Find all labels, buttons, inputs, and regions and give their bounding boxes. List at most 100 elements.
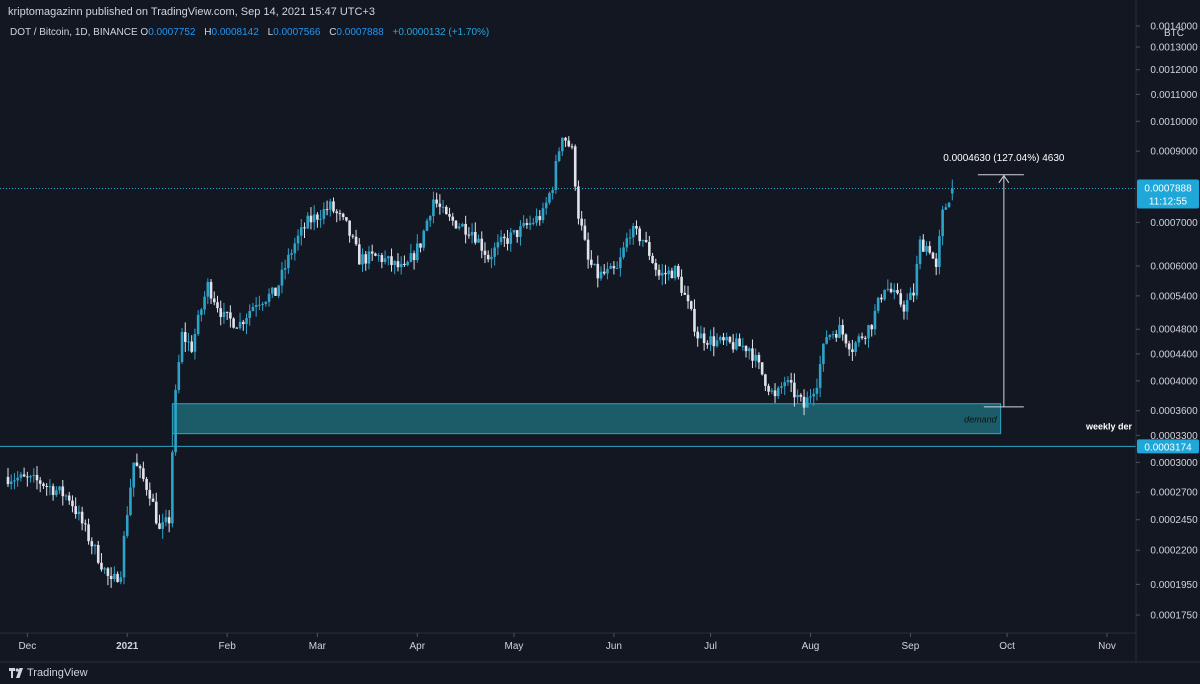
candle bbox=[467, 227, 471, 239]
candle-body-down bbox=[902, 304, 906, 312]
candle-body-down bbox=[219, 308, 223, 318]
time-tick-label: Jun bbox=[606, 641, 622, 652]
candle bbox=[225, 311, 229, 321]
candle-body-down bbox=[403, 263, 406, 266]
candle-body-up bbox=[831, 334, 835, 336]
candle-body-down bbox=[42, 483, 45, 486]
candle-body-down bbox=[931, 252, 935, 259]
candle-body-up bbox=[557, 151, 561, 161]
candle bbox=[461, 222, 464, 227]
current-price-text: 0.0007888 bbox=[1144, 184, 1192, 195]
candle bbox=[519, 220, 522, 246]
candle-body-down bbox=[335, 211, 339, 214]
candle-body-up bbox=[409, 253, 413, 262]
candle-body-up bbox=[699, 333, 703, 339]
candle-body-up bbox=[493, 247, 496, 257]
candle bbox=[306, 212, 310, 230]
candle-body-down bbox=[834, 334, 838, 338]
candle bbox=[412, 250, 416, 270]
candle bbox=[203, 291, 206, 315]
tradingview-brand[interactable]: TradingView bbox=[27, 667, 88, 679]
time-axis[interactable]: Dec 2021 Feb Mar Apr May Jun Jul Aug Sep Oct Nov bbox=[0, 632, 1200, 663]
candle bbox=[19, 472, 23, 482]
candle-body-up bbox=[248, 310, 252, 318]
candle bbox=[841, 319, 845, 341]
candle bbox=[644, 231, 648, 243]
candle bbox=[880, 294, 883, 303]
candle-body-up bbox=[528, 222, 532, 225]
candle-body-down bbox=[274, 287, 277, 296]
support-price-text: 0.0003174 bbox=[1144, 442, 1192, 453]
candle-body-down bbox=[90, 541, 94, 547]
candle bbox=[889, 282, 893, 294]
candle-body-up bbox=[58, 486, 61, 491]
candle bbox=[416, 234, 419, 263]
candle-body-up bbox=[615, 268, 619, 270]
candle bbox=[45, 483, 48, 496]
price-tick-label: 0.0003300 bbox=[1150, 431, 1198, 442]
candle bbox=[441, 199, 445, 213]
candle-body-up bbox=[277, 285, 281, 296]
price-tick-label: 0.0001750 bbox=[1150, 611, 1198, 622]
candle-body-up bbox=[119, 577, 123, 582]
candle bbox=[499, 229, 503, 245]
price-tick-label: 0.0012000 bbox=[1150, 65, 1198, 76]
candle-body-down bbox=[657, 269, 661, 276]
tradingview-logo-icon[interactable] bbox=[9, 667, 23, 679]
candle-body-down bbox=[693, 308, 696, 332]
candle bbox=[61, 479, 65, 506]
candle bbox=[399, 256, 403, 275]
candle-body-up bbox=[29, 476, 32, 478]
candle bbox=[606, 262, 609, 280]
candle-body-down bbox=[338, 213, 342, 215]
candle bbox=[609, 263, 612, 270]
candle-body-down bbox=[109, 575, 113, 579]
candle-body-up bbox=[103, 568, 106, 570]
measure-tool: 0.0004630 (127.04%) 4630 bbox=[943, 153, 1065, 408]
candle-body-up bbox=[254, 305, 258, 307]
candle bbox=[831, 330, 835, 339]
candle bbox=[664, 264, 667, 285]
candle bbox=[158, 514, 161, 530]
candle bbox=[683, 285, 687, 296]
candle bbox=[145, 476, 148, 496]
candle bbox=[583, 218, 587, 241]
candle-body-down bbox=[686, 294, 690, 302]
candle bbox=[71, 495, 74, 513]
candle bbox=[735, 333, 738, 351]
candle-body-up bbox=[512, 230, 516, 233]
candle bbox=[899, 288, 903, 308]
candle bbox=[332, 197, 335, 214]
candle bbox=[84, 519, 87, 532]
candle-body-down bbox=[229, 312, 232, 319]
candle bbox=[860, 332, 864, 340]
candle bbox=[193, 328, 197, 360]
candle bbox=[918, 236, 922, 270]
candle-body-up bbox=[386, 256, 390, 259]
candle-body-up bbox=[290, 253, 293, 255]
candle bbox=[525, 218, 529, 229]
candle bbox=[699, 325, 703, 339]
candle-body-up bbox=[77, 511, 81, 515]
candle-body-up bbox=[741, 345, 745, 347]
candle bbox=[541, 202, 545, 224]
time-tick-label: Mar bbox=[309, 641, 327, 652]
candle bbox=[915, 255, 919, 300]
time-tick-label: Feb bbox=[219, 641, 237, 652]
candle bbox=[96, 540, 100, 565]
candle bbox=[754, 348, 758, 368]
symbol-label[interactable]: DOT / Bitcoin, 1D, BINANCE bbox=[10, 27, 138, 38]
candle bbox=[770, 388, 774, 395]
candle bbox=[390, 248, 393, 272]
candle-body-up bbox=[918, 239, 922, 264]
candle bbox=[950, 179, 954, 201]
candle-body-up bbox=[399, 263, 403, 268]
candle-body-down bbox=[590, 259, 593, 265]
candle-body-up bbox=[947, 202, 951, 208]
candle-body-down bbox=[45, 485, 48, 487]
candle-body-down bbox=[183, 332, 187, 342]
candle-body-up bbox=[200, 309, 203, 315]
